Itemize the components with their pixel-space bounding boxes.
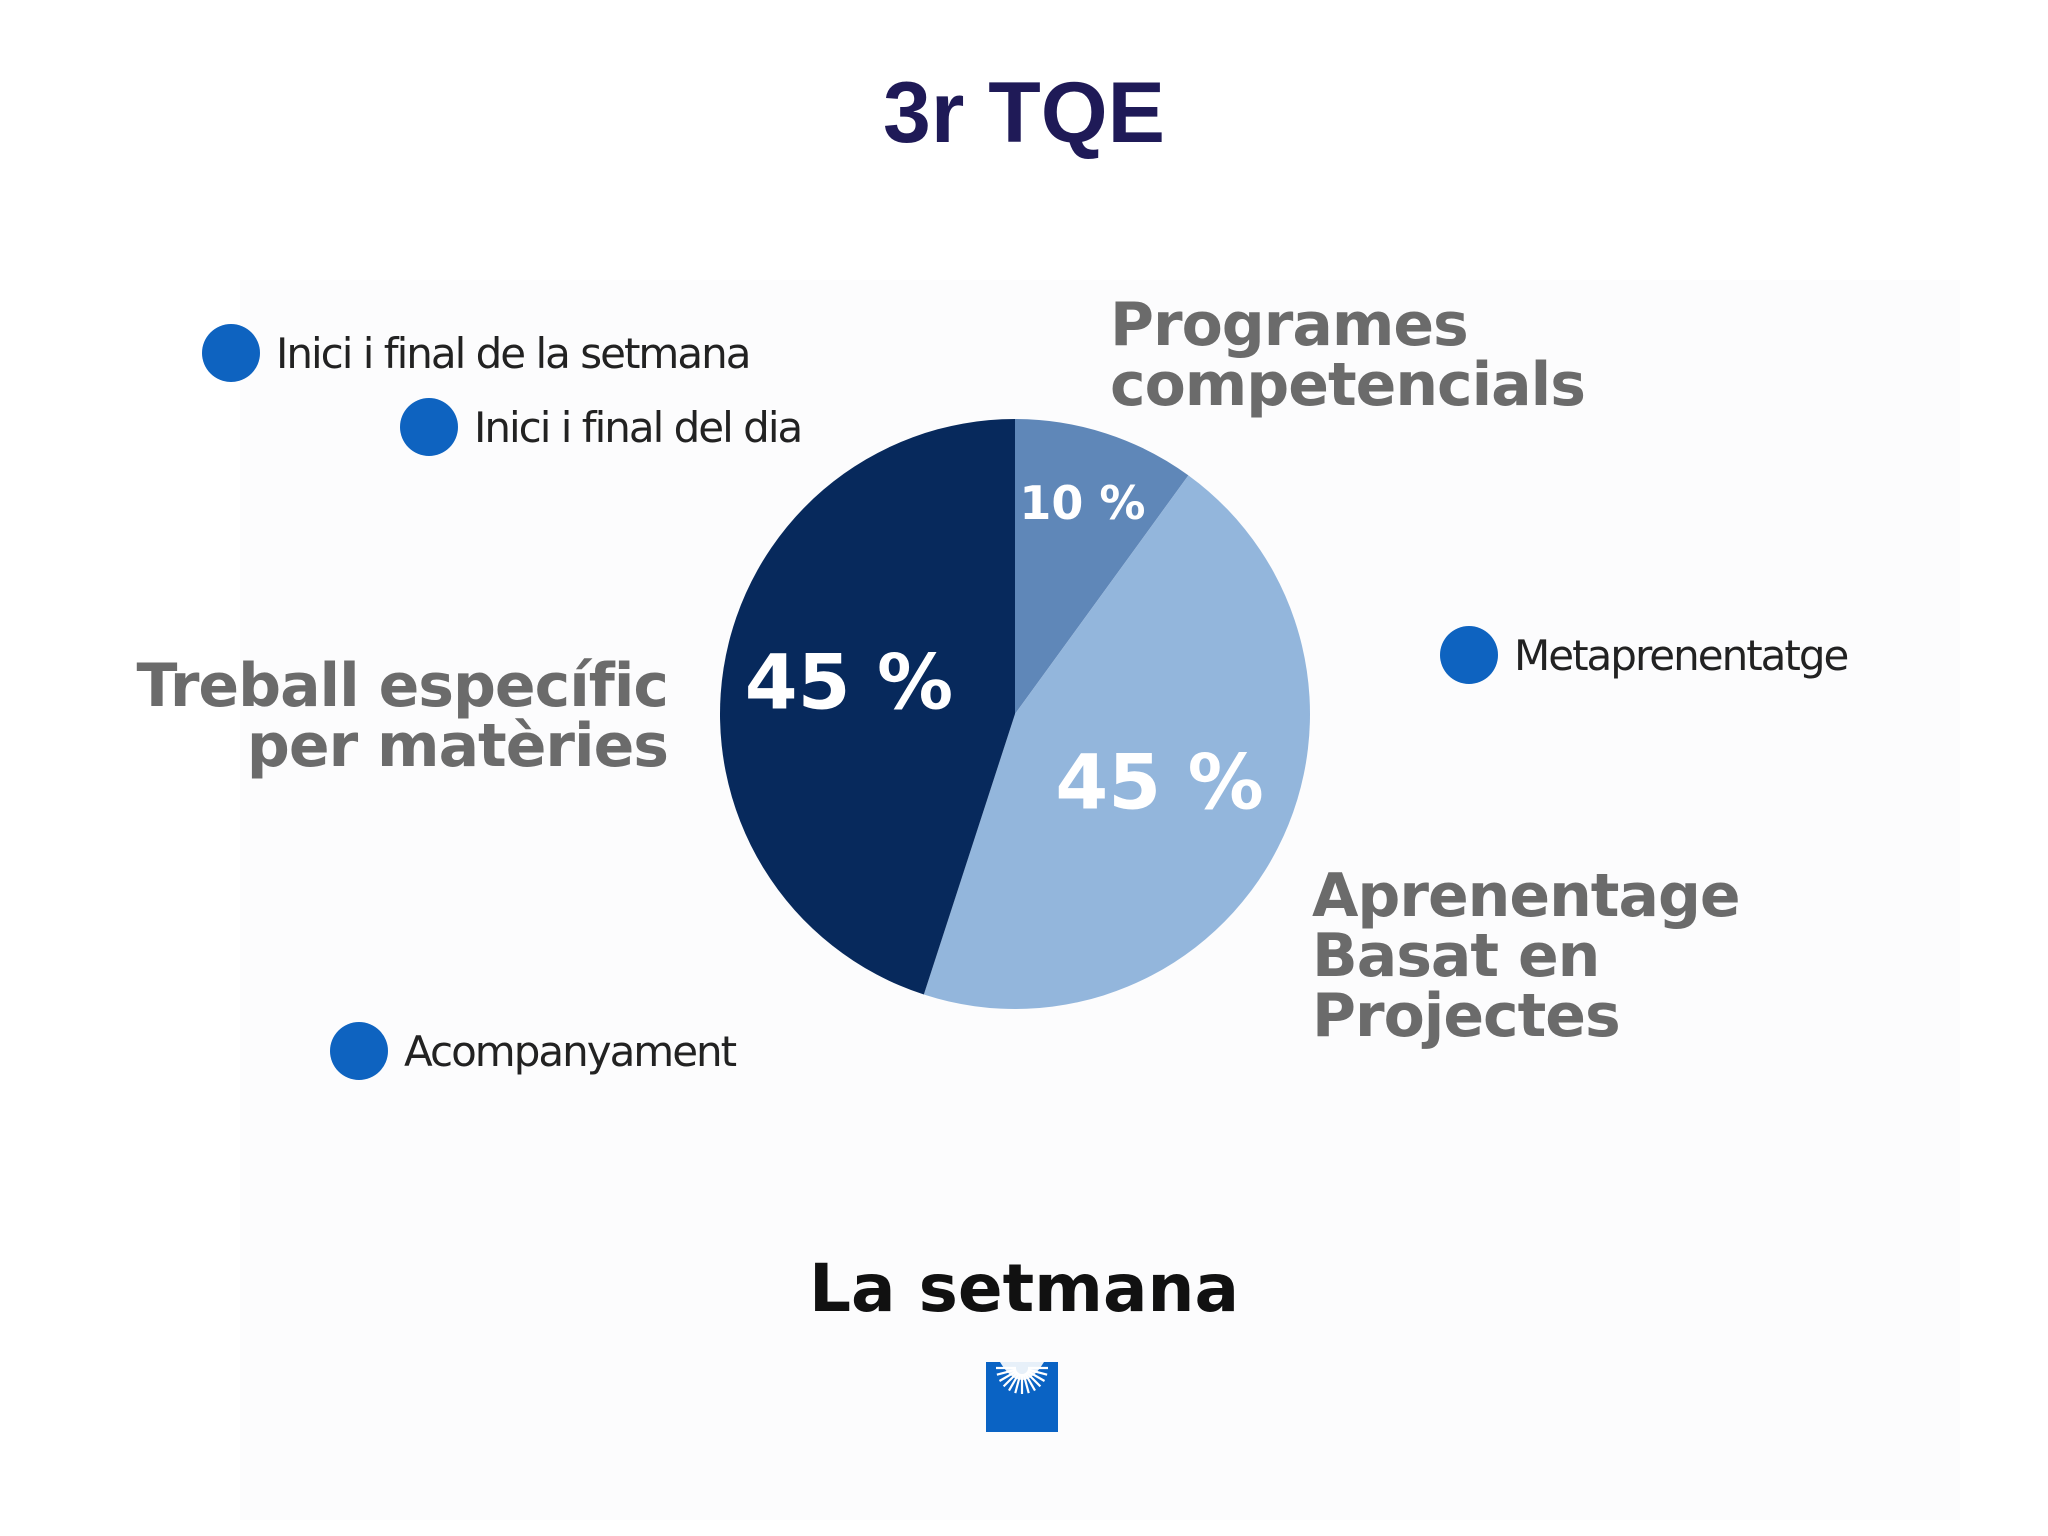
legend-item-inici-final-dia: Inici i final del dia <box>400 398 803 456</box>
pie-slice-value-label: 10 % <box>1019 476 1145 530</box>
category-label-line: Projectes <box>1312 981 1621 1051</box>
blue-dot-icon <box>202 324 260 382</box>
category-label-aprenentage: Aprenentage Basat en Projectes <box>1312 861 1741 1051</box>
legend-label: Metaprenentatge <box>1514 630 1849 680</box>
category-label-treball: Treball específic per matèries <box>137 656 669 776</box>
legend-label: Acompanyament <box>404 1026 737 1076</box>
legend-item-acompanyament: Acompanyament <box>330 1022 737 1080</box>
category-label-line: Programes <box>1110 290 1469 360</box>
category-label-line: Aprenentage <box>1312 861 1741 931</box>
page-title: 3r TQE <box>883 65 1165 161</box>
blue-square-sunburst-logo <box>986 1362 1058 1432</box>
pie-slice-value-label: 45 % <box>1055 738 1263 827</box>
blue-dot-icon <box>330 1022 388 1080</box>
blue-dot-icon <box>1440 626 1498 684</box>
pie-slice <box>1015 419 1189 714</box>
category-label-line: competencials <box>1110 350 1586 420</box>
category-label-line: Treball específic <box>136 651 669 721</box>
category-label-programes: Programes competencials <box>1110 290 1586 420</box>
pie-slice <box>923 475 1310 1009</box>
pie-slice-value-label: 45 % <box>745 638 953 727</box>
category-label-line: per matèries <box>246 711 669 781</box>
blue-dot-icon <box>400 398 458 456</box>
legend-item-inici-final-setmana: Inici i final de la setmana <box>202 324 751 382</box>
legend-label: Inici i final del dia <box>474 402 803 452</box>
legend-item-metaprenentatge: Metaprenentatge <box>1440 626 1849 684</box>
category-label-line: Basat en <box>1312 921 1600 991</box>
pie-slice <box>720 418 1015 995</box>
legend-label: Inici i final de la setmana <box>276 328 751 378</box>
chart-subtitle: La setmana <box>809 1250 1239 1327</box>
